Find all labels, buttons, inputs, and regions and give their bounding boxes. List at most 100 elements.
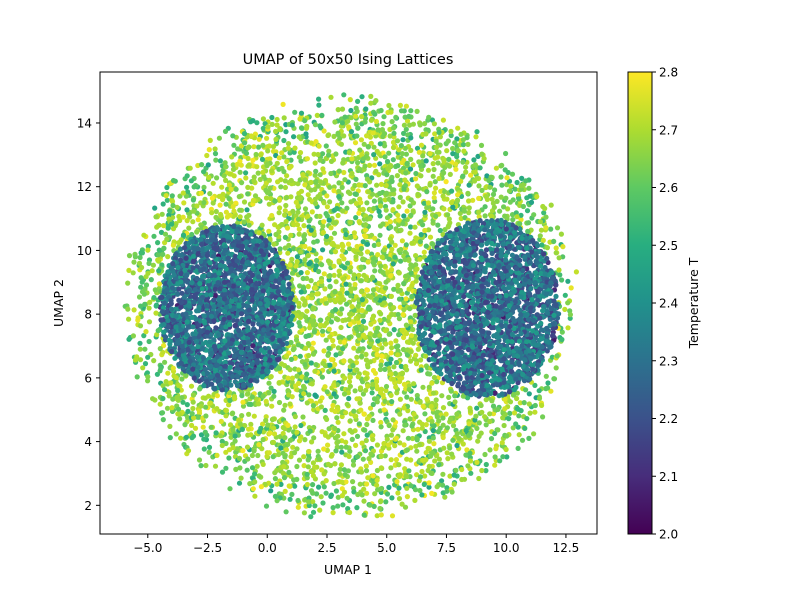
scatter-point [161, 343, 167, 349]
scatter-point [418, 357, 424, 363]
scatter-point [198, 463, 204, 469]
scatter-point [548, 388, 554, 394]
scatter-point [431, 121, 437, 127]
scatter-point [243, 170, 249, 176]
scatter-point [400, 221, 406, 227]
scatter-point [303, 125, 310, 131]
scatter-point [481, 156, 487, 162]
scatter-point [434, 379, 440, 385]
scatter-point [430, 427, 436, 434]
scatter-point [358, 469, 365, 475]
scatter-point [321, 128, 327, 134]
scatter-point [306, 392, 312, 398]
scatter-point [312, 172, 318, 178]
scatter-point [185, 448, 192, 454]
scatter-point [502, 167, 508, 173]
scatter-point [309, 346, 315, 352]
scatter-point [441, 445, 447, 451]
scatter-point [382, 337, 388, 343]
scatter-point [312, 503, 318, 509]
scatter-point [271, 431, 278, 437]
scatter-point [386, 473, 392, 479]
scatter-point [298, 188, 305, 194]
scatter-point [415, 191, 421, 197]
scatter-point [352, 182, 358, 189]
scatter-point [446, 216, 452, 222]
scatter-point [376, 151, 382, 157]
scatter-point [166, 212, 172, 218]
scatter-point [317, 507, 323, 513]
scatter-point [364, 432, 370, 438]
scatter-point [282, 212, 288, 218]
scatter-point [447, 163, 453, 169]
scatter-point [203, 404, 209, 410]
scatter-point [388, 356, 394, 362]
scatter-point [248, 421, 254, 427]
scatter-point [283, 129, 289, 135]
scatter-point [398, 177, 404, 183]
scatter-point [446, 222, 452, 229]
scatter-point [307, 325, 313, 331]
scatter-point [143, 282, 150, 288]
scatter-point [292, 109, 298, 115]
scatter-point [382, 263, 388, 269]
scatter-point [328, 158, 335, 164]
scatter-point [255, 452, 261, 459]
scatter-point [281, 464, 287, 470]
scatter-point [191, 208, 197, 214]
scatter-point [164, 197, 170, 203]
scatter-point [288, 232, 294, 238]
scatter-point [147, 299, 153, 305]
scatter-point [455, 125, 461, 131]
scatter-point [543, 373, 549, 379]
scatter-point [338, 324, 344, 331]
scatter-point [276, 365, 283, 371]
scatter-point [308, 514, 314, 520]
scatter-point [347, 246, 353, 252]
scatter-point [374, 182, 380, 188]
scatter-point [239, 413, 245, 419]
scatter-point [414, 472, 420, 478]
scatter-point [341, 431, 347, 437]
scatter-point [381, 300, 388, 306]
scatter-point [483, 397, 489, 403]
scatter-point [239, 180, 245, 186]
scatter-point [472, 162, 478, 168]
scatter-point [410, 435, 416, 442]
scatter-point [364, 133, 370, 139]
scatter-point [356, 182, 362, 188]
scatter-point [458, 178, 464, 184]
scatter-point [467, 458, 474, 464]
scatter-point [267, 156, 273, 162]
scatter-point [272, 222, 278, 228]
scatter-point [230, 133, 236, 139]
scatter-point [154, 332, 160, 338]
scatter-point [422, 227, 428, 234]
scatter-point [331, 368, 337, 374]
scatter-point [254, 164, 260, 170]
scatter-point [474, 175, 480, 181]
scatter-point [488, 436, 495, 442]
scatter-point [479, 467, 485, 474]
scatter-point [351, 272, 357, 278]
scatter-point [430, 390, 437, 396]
scatter-point [407, 166, 414, 172]
scatter-point [249, 465, 256, 471]
scatter-point [276, 399, 283, 406]
scatter-point [465, 141, 471, 147]
scatter-point [408, 224, 414, 230]
scatter-point [433, 144, 440, 150]
scatter-point [437, 425, 443, 431]
scatter-point [148, 277, 154, 283]
scatter-point [351, 276, 357, 282]
scatter-point [323, 337, 329, 343]
scatter-point [204, 152, 210, 159]
scatter-point [455, 148, 461, 154]
scatter-point [151, 358, 157, 364]
scatter-point [446, 156, 452, 162]
scatter-point [397, 440, 403, 446]
scatter-point [543, 214, 549, 220]
scatter-point [280, 430, 286, 437]
scatter-point [428, 470, 434, 476]
scatter-point [532, 293, 538, 299]
